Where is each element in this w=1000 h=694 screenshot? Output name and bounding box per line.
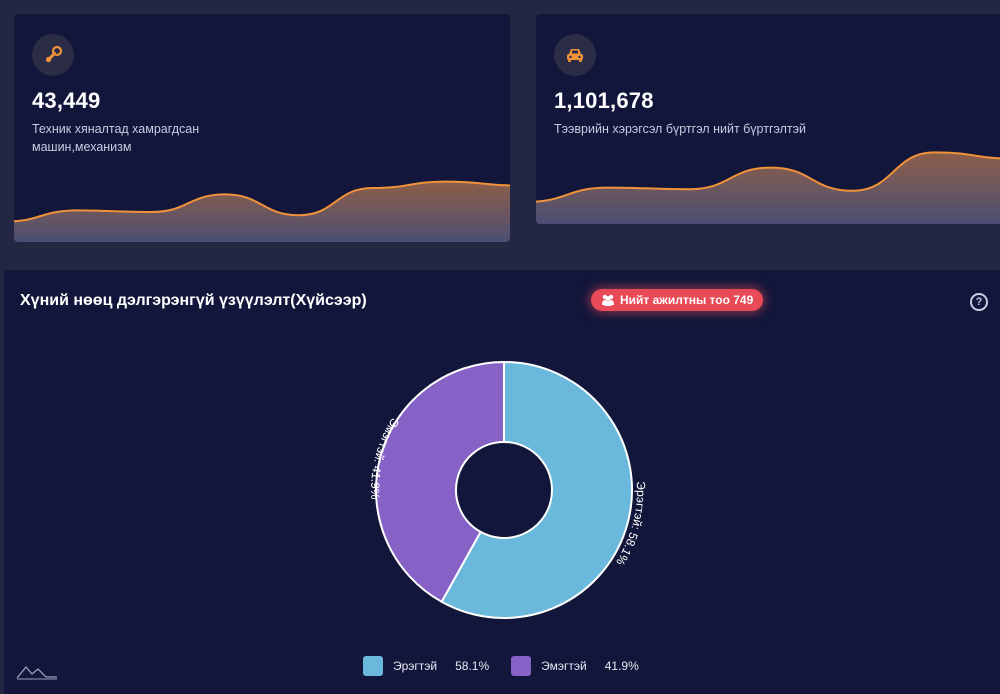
stat-value: 43,449 xyxy=(32,88,101,113)
car-icon xyxy=(554,34,596,76)
legend-percent: 58.1% xyxy=(455,659,490,673)
legend-item-male[interactable]: Эрэгтэй 58.1% xyxy=(363,656,489,676)
users-icon xyxy=(602,294,614,306)
steam-icon xyxy=(32,34,74,76)
legend-swatch xyxy=(363,656,383,676)
donut-slice-male[interactable] xyxy=(440,360,633,619)
chart-legend: Эрэгтэй 58.1% Эмэгтэй 41.9% xyxy=(363,656,661,676)
stat-label: Техник хяналтад хамрагдсан машин,механиз… xyxy=(32,122,200,154)
stat-card-inspection: 43,449 Техник хяналтад хамрагдсан машин,… xyxy=(14,14,510,242)
gender-donut-chart: Эрэгтэй: 58.1%Эмэгтэй: 41.9% xyxy=(368,360,648,619)
legend-swatch xyxy=(511,656,532,676)
trend-sparkline xyxy=(14,180,510,242)
employee-count-badge: Нийт ажилтны тоо 749 xyxy=(591,289,764,311)
sparkline-line xyxy=(14,180,510,223)
panel-title: Хүний нөөц дэлгэрэнгүй үзүүлэлт(Хүйсээр) xyxy=(20,292,367,309)
mountain-logo-icon xyxy=(16,665,57,680)
stat-label: Тээврийн хэрэгсэл бүртгэл нийт бүртгэлтэ… xyxy=(554,122,806,136)
legend-percent: 41.9% xyxy=(604,659,639,673)
legend-label: Эрэгтэй xyxy=(393,659,438,673)
stat-card-vehicles: 1,101,678 Тээврийн хэрэгсэл бүртгэл нийт… xyxy=(536,14,1000,224)
sparkline-area xyxy=(536,152,1000,224)
legend-label: Эмэгтэй xyxy=(541,659,587,673)
donut-slice-female[interactable] xyxy=(375,360,505,604)
stat-value: 1,101,678 xyxy=(554,88,654,113)
sparkline-line xyxy=(536,151,1000,203)
sparkline-area xyxy=(14,181,510,242)
help-icon[interactable]: ? xyxy=(970,293,988,311)
employee-count-text: Нийт ажилтны тоо 749 xyxy=(620,293,754,307)
legend-item-female[interactable]: Эмэгтэй 41.9% xyxy=(511,656,639,676)
trend-sparkline xyxy=(536,151,1000,224)
hr-gender-panel: Хүний нөөц дэлгэрэнгүй үзүүлэлт(Хүйсээр)… xyxy=(4,270,1000,694)
